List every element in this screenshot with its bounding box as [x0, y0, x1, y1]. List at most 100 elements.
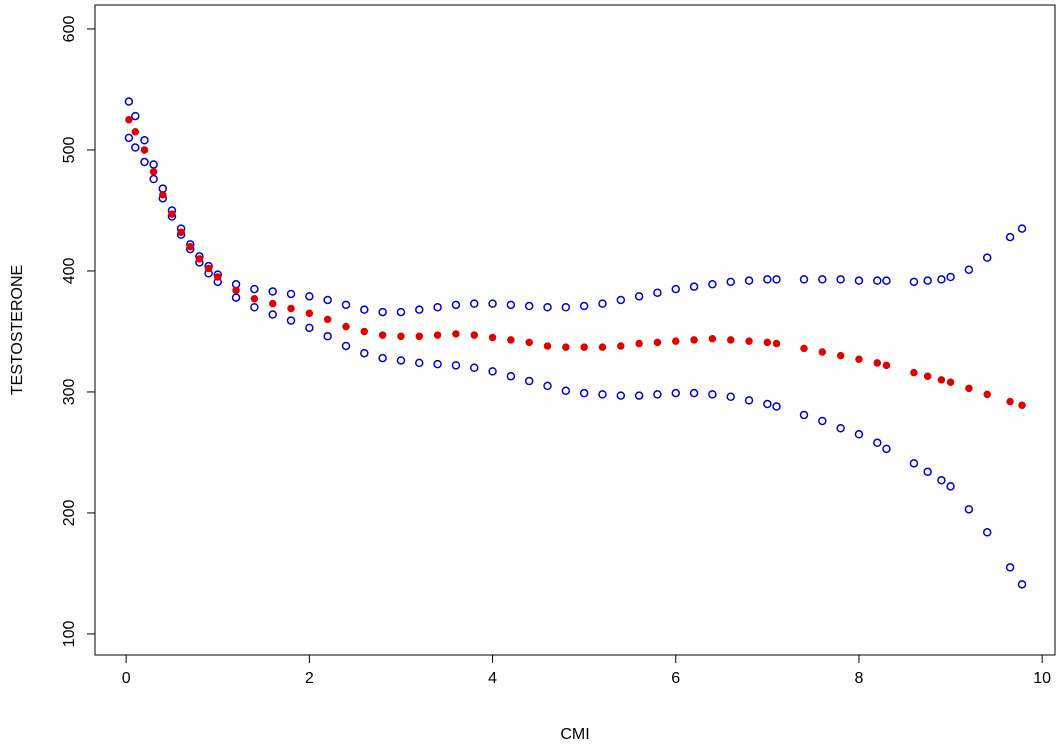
- point: [433, 331, 442, 339]
- y-axis-label: TESTOSTERONE: [9, 265, 26, 395]
- point: [543, 303, 552, 312]
- x-tick-label: 2: [305, 670, 314, 687]
- point: [360, 327, 369, 336]
- point: [671, 284, 681, 294]
- point: [305, 309, 314, 318]
- point: [232, 286, 240, 295]
- point: [1017, 580, 1027, 589]
- point: [1005, 563, 1015, 572]
- point: [855, 355, 863, 364]
- point: [415, 332, 424, 341]
- point: [342, 322, 350, 331]
- point: [525, 338, 533, 347]
- point: [689, 388, 699, 398]
- y-tick-label: 500: [61, 137, 78, 164]
- point: [763, 275, 772, 284]
- point: [726, 336, 735, 344]
- point: [177, 228, 185, 236]
- point: [580, 343, 588, 351]
- point: [186, 243, 195, 251]
- point: [204, 264, 213, 273]
- point: [937, 476, 946, 485]
- point: [360, 305, 369, 314]
- point: [882, 276, 891, 285]
- point: [909, 277, 919, 287]
- point: [818, 275, 827, 284]
- point: [923, 372, 932, 380]
- point: [964, 265, 974, 274]
- point: [982, 528, 992, 537]
- point: [634, 391, 644, 400]
- point: [268, 299, 277, 308]
- point: [946, 272, 955, 282]
- point: [360, 348, 369, 358]
- point: [488, 299, 497, 308]
- point: [689, 282, 699, 291]
- point: [323, 295, 332, 305]
- point: [617, 342, 625, 350]
- x-tick-label: 4: [488, 670, 497, 687]
- point: [726, 277, 735, 287]
- point: [1017, 224, 1027, 233]
- point: [616, 295, 626, 305]
- point: [159, 190, 167, 199]
- point: [250, 303, 259, 312]
- point: [378, 307, 387, 317]
- point: [799, 275, 809, 284]
- point: [854, 276, 864, 285]
- point: [469, 363, 479, 373]
- point: [168, 210, 176, 218]
- point: [772, 275, 781, 284]
- point: [415, 305, 424, 314]
- point: [800, 344, 808, 353]
- point: [524, 301, 534, 311]
- point: [1018, 401, 1026, 410]
- point: [415, 358, 424, 368]
- point: [909, 459, 919, 468]
- point: [131, 111, 140, 121]
- point: [873, 276, 882, 285]
- point: [543, 381, 552, 391]
- point: [250, 284, 259, 294]
- point: [763, 399, 772, 409]
- point: [726, 392, 735, 402]
- point: [131, 143, 140, 152]
- point: [983, 390, 991, 399]
- point: [923, 467, 932, 477]
- point: [1006, 397, 1014, 406]
- point: [149, 174, 158, 184]
- point: [562, 343, 570, 351]
- point: [561, 386, 571, 395]
- point: [634, 292, 644, 301]
- point: [561, 303, 571, 312]
- point: [323, 332, 332, 341]
- point: [149, 167, 158, 176]
- point: [672, 337, 680, 345]
- point: [213, 273, 222, 281]
- point: [653, 390, 662, 399]
- point: [433, 359, 442, 369]
- point: [507, 336, 515, 344]
- point: [506, 371, 516, 381]
- point: [873, 359, 882, 367]
- point: [690, 336, 698, 344]
- point: [397, 332, 405, 341]
- point: [598, 390, 607, 399]
- point: [635, 339, 643, 348]
- point: [882, 444, 891, 454]
- point: [965, 384, 973, 393]
- point: [836, 351, 845, 360]
- point: [396, 307, 406, 317]
- point: [799, 410, 809, 420]
- point: [124, 133, 134, 143]
- point: [708, 390, 717, 399]
- point: [598, 343, 607, 351]
- point: [818, 348, 827, 356]
- point: [149, 160, 158, 169]
- point: [506, 300, 516, 310]
- point: [286, 289, 296, 299]
- point: [616, 391, 626, 400]
- point: [653, 288, 662, 297]
- point: [305, 323, 314, 333]
- point: [708, 334, 717, 343]
